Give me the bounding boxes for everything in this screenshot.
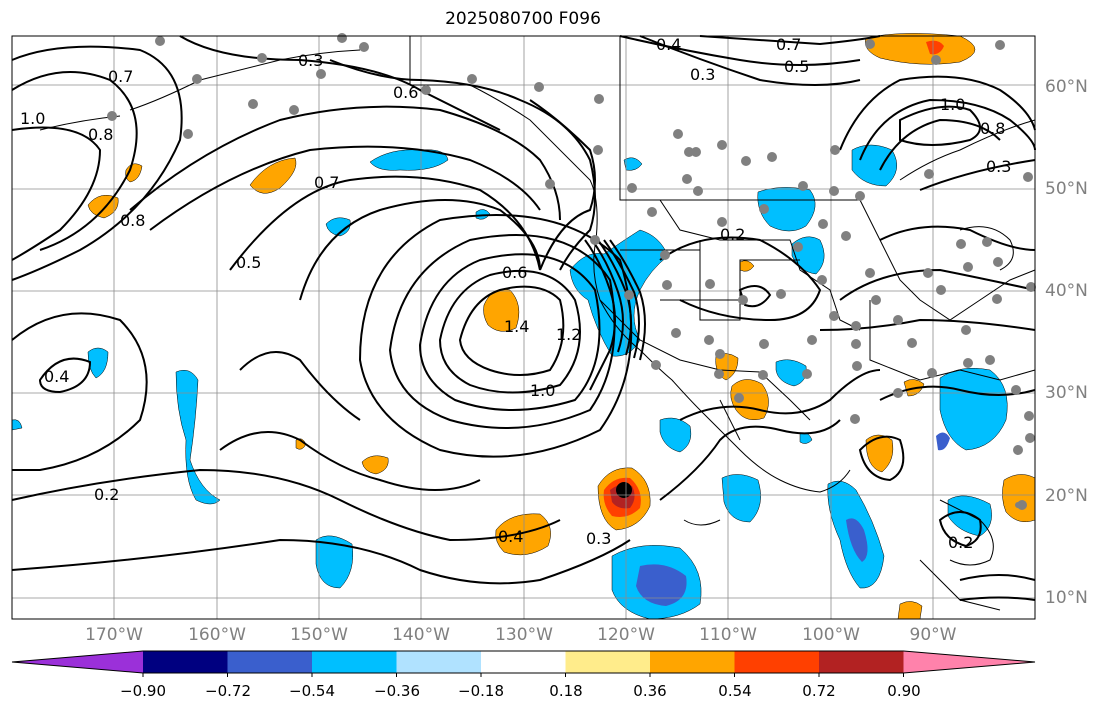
anomaly-patch [865, 434, 894, 473]
lon-label-140w: 140°W [392, 625, 450, 645]
anomaly-patch [315, 535, 353, 589]
anomaly-patch [361, 455, 389, 475]
contour-label: 0.7 [108, 67, 133, 86]
lon-label-160w: 160°W [188, 625, 246, 645]
colorbar-tick-label: 0.54 [718, 682, 752, 700]
map-panel [11, 33, 1036, 620]
anomaly-patch [369, 149, 449, 171]
contour-label: 1.4 [504, 317, 529, 336]
contour-label: 0.5 [236, 253, 261, 272]
anomaly-patch [775, 359, 807, 387]
colorbar-segment [734, 651, 820, 673]
colorbar-tick-label: 0.36 [633, 682, 667, 700]
colorbar-tick-label: 0.18 [549, 682, 583, 700]
lat-label-60n: 60°N [1045, 77, 1088, 97]
colorbar-segment [143, 651, 228, 673]
anomaly-patch [757, 187, 816, 232]
lon-label-150w: 150°W [290, 625, 348, 645]
contour-label: 1.0 [940, 95, 965, 114]
observation-stations [107, 33, 1036, 510]
contour-label: 0.4 [44, 367, 69, 386]
contour-label: 0.6 [502, 263, 527, 282]
contour-label: 0.3 [690, 65, 715, 84]
colorbar-extend-min [12, 651, 143, 673]
contour-label: 1.2 [556, 325, 581, 344]
lat-label-10n: 10°N [1045, 588, 1088, 608]
contour-label: 1.0 [20, 109, 45, 128]
colorbar-tick-label: −0.72 [205, 682, 251, 700]
contour-label: 0.4 [656, 35, 681, 54]
colorbar-segment [481, 651, 566, 673]
contour-label: 0.7 [776, 35, 801, 54]
contour-label: 0.2 [948, 533, 973, 552]
colorbar-extend-max [903, 651, 1035, 673]
colorbar-segment [819, 651, 904, 673]
lon-label-120w: 120°W [597, 625, 655, 645]
lon-label-100w: 100°W [802, 625, 860, 645]
map-frame [11, 35, 1036, 620]
contour-label: 0.8 [88, 125, 113, 144]
anomaly-patch [936, 432, 950, 451]
anomaly-patch [851, 144, 898, 187]
colorbar-tick-label: 0.72 [802, 682, 836, 700]
graticule [12, 36, 1035, 619]
contour-label: 0.2 [94, 485, 119, 504]
anomaly-patch [623, 157, 643, 171]
colorbar-segment [396, 651, 482, 673]
contour-label: 0.8 [980, 119, 1005, 138]
anomaly-patch [636, 564, 687, 606]
contour-label: 0.2 [720, 225, 745, 244]
map-title: 2025080700 F096 [445, 9, 601, 29]
anomaly-patch [846, 518, 868, 562]
contour-label: 0.4 [498, 527, 523, 546]
colorbar-segment [565, 651, 651, 673]
lat-label-50n: 50°N [1045, 179, 1088, 199]
anomaly-patch [897, 601, 923, 620]
anomaly-patch [11, 419, 23, 431]
contour-label: 0.3 [986, 157, 1011, 176]
colorbar-segment [650, 651, 735, 673]
anomaly-patch [739, 260, 755, 272]
lon-label-130w: 130°W [495, 625, 553, 645]
lon-label-110w: 110°W [699, 625, 757, 645]
contour-label: 0.3 [298, 51, 323, 70]
colorbar [11, 650, 1036, 677]
colorbar-segment [312, 651, 397, 673]
lat-label-30n: 30°N [1045, 383, 1088, 403]
anomaly-patch [1002, 474, 1036, 522]
colorbar-tick-label: −0.18 [458, 682, 504, 700]
anomaly-patch [926, 40, 944, 55]
colorbar-tick-label: −0.54 [289, 682, 335, 700]
colorbar-tick-label: −0.36 [374, 682, 420, 700]
contour-label: 0.8 [120, 211, 145, 230]
colorbar-tick-label: 0.90 [887, 682, 921, 700]
colorbar-segment [227, 651, 313, 673]
anomaly-patch [325, 217, 351, 237]
storm-center [616, 482, 632, 498]
anomaly-patch [249, 157, 297, 194]
colorbar-tick-label: −0.90 [120, 682, 166, 700]
contour-label: 0.6 [393, 83, 418, 102]
contour-label-layer: 0.3 0.7 1.0 0.8 0.6 0.7 0.8 0.5 0.4 0.2 … [20, 35, 1011, 552]
lon-label-90w: 90°W [909, 625, 957, 645]
lon-label-170w: 170°W [85, 625, 143, 645]
lat-label-40n: 40°N [1045, 281, 1088, 301]
anomaly-patch [865, 33, 976, 65]
contour-label: 0.5 [784, 57, 809, 76]
anomaly-patch [659, 417, 692, 453]
contour-label: 1.0 [530, 381, 555, 400]
lat-label-20n: 20°N [1045, 486, 1088, 506]
contour-label: 0.7 [314, 173, 339, 192]
contour-label: 0.3 [586, 529, 611, 548]
anomaly-patch [721, 474, 761, 523]
contour-lines [11, 35, 1036, 601]
